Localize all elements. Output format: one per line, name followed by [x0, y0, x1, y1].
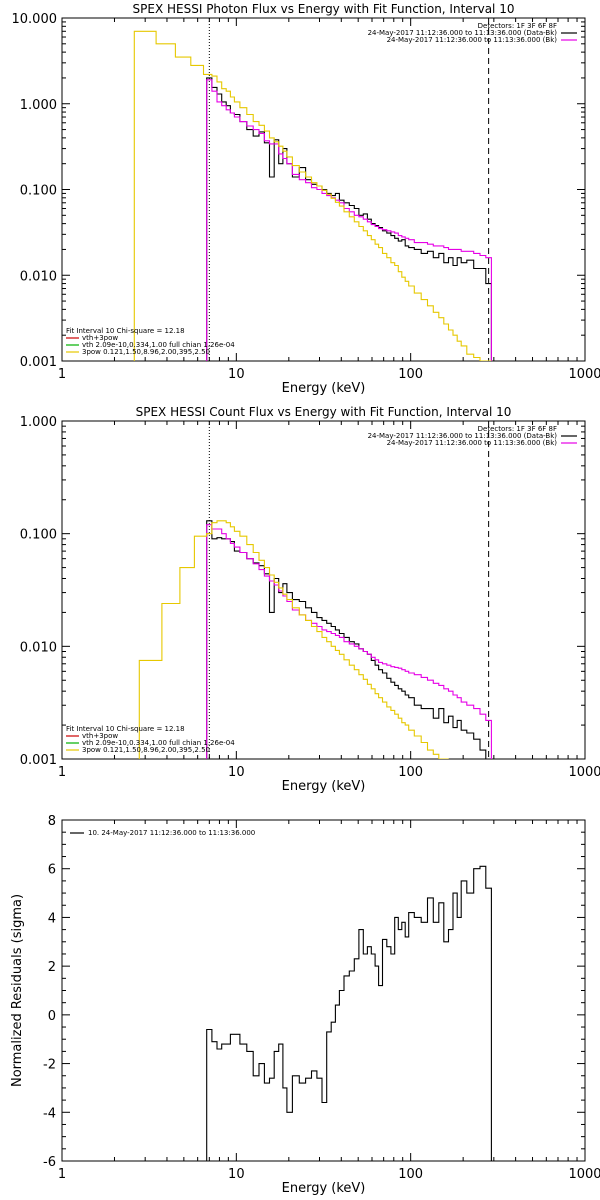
x-tick-label: 10 — [228, 765, 245, 780]
series-line-3 — [133, 30, 492, 361]
legend-top-entry: 24-May-2017 11:12:36.000 to 11:13:36.000… — [368, 29, 558, 37]
x-tick-label: 10 — [228, 1167, 245, 1182]
y-tick-label: 4 — [48, 911, 56, 926]
legend-bottom-entry: Fit Interval 10 Chi-square = 12.18 — [66, 725, 185, 733]
y-tick-label: -2 — [43, 1058, 56, 1073]
legend-entry: 10. 24-May-2017 11:12:36.000 to 11:13:36… — [88, 829, 255, 837]
legend-bottom-entry: vth+3pow — [82, 334, 118, 342]
series-group — [138, 520, 492, 759]
x-axis-label: Energy (keV) — [282, 1181, 366, 1196]
series-line-1 — [206, 520, 492, 759]
chart-panel-1: 1 10 100 1000 0.001 0.010 0.100 1.000 10.000 SPEX… — [12, 2, 600, 396]
legend-bottom-entry: vth 2.09e-10,0.334,1.00 full chian 1.26e… — [82, 739, 235, 747]
series-line-3 — [138, 520, 449, 759]
x-tick-label: 100 — [398, 367, 423, 382]
y-tick-label: 0 — [48, 1009, 56, 1024]
series-line-2 — [206, 79, 492, 361]
y-tick-label: 8 — [48, 814, 56, 829]
x-tick-label: 1 — [58, 367, 66, 382]
x-axis-label: Energy (keV) — [282, 779, 366, 794]
y-tick-label: 0.010 — [20, 269, 57, 284]
x-tick-label: 100 — [398, 1167, 423, 1182]
y-tick-label: 0.100 — [20, 184, 57, 199]
y-axis-label: Normalized Residuals (sigma) — [10, 894, 25, 1087]
y-tick-label: 0.100 — [20, 528, 57, 543]
y-tick-label: 0.001 — [20, 753, 57, 768]
legend-bottom-entry: vth+3pow — [82, 732, 118, 740]
legend-top-entry: Detectors: 1F 3F 6F 8F — [478, 425, 557, 433]
series-line-1 — [206, 865, 492, 1161]
legend-top-entry: 24-May-2017 11:12:36.000 to 11:13:36.000… — [387, 36, 558, 44]
series-group — [206, 865, 492, 1161]
x-tick-label: 1000 — [568, 367, 600, 382]
series-line-1 — [206, 77, 492, 361]
series-group — [133, 30, 492, 361]
legend-bottom-entry: 3pow 0.121,1.50,8.96,2.00,395,2.50 — [82, 746, 210, 754]
legend-bottom-entry: 3pow 0.121,1.50,8.96,2.00,395,2.50 — [82, 348, 210, 356]
y-tick-label: 0.001 — [20, 355, 57, 370]
x-tick-label: 1 — [58, 1167, 66, 1182]
x-tick-label: 1000 — [568, 1167, 600, 1182]
legend-top-entry: 24-May-2017 11:12:36.000 to 11:13:36.000… — [387, 439, 558, 447]
legend-top-entry: Detectors: 1F 3F 6F 8F — [478, 22, 557, 30]
y-tick-label: 1.000 — [20, 98, 57, 113]
x-tick-label: 10 — [228, 367, 245, 382]
y-tick-label: 6 — [48, 863, 56, 878]
legend-bottom-entry: Fit Interval 10 Chi-square = 12.18 — [66, 327, 185, 335]
legend-bottom-entry: vth 2.09e-10,0.334,1.00 full chian 1.26e… — [82, 341, 235, 349]
chart-title: SPEX HESSI Photon Flux vs Energy with Fi… — [133, 2, 515, 16]
y-tick-label: -4 — [43, 1106, 56, 1121]
x-tick-label: 100 — [398, 765, 423, 780]
legend-top-entry: 24-May-2017 11:12:36.000 to 11:13:36.000… — [368, 432, 558, 440]
x-tick-label: 1000 — [568, 765, 600, 780]
y-tick-label: 2 — [48, 960, 56, 975]
chart-panel-3: 1 10 100 1000 -6 -4 -2 0 2 4 6 8 Energy (keV) Normali… — [10, 814, 600, 1196]
x-axis-label: Energy (keV) — [282, 381, 366, 396]
chart-panel-2: 1 10 100 1000 0.001 0.010 0.100 1.000 SPEX HESSI… — [20, 405, 600, 794]
y-tick-label: 0.010 — [20, 640, 57, 655]
chart-title: SPEX HESSI Count Flux vs Energy with Fit… — [136, 405, 512, 419]
x-tick-label: 1 — [58, 765, 66, 780]
plot-frame — [61, 819, 586, 1162]
y-tick-label: 10.000 — [12, 12, 58, 27]
plot-frame — [61, 420, 586, 760]
y-tick-label: -6 — [43, 1155, 56, 1170]
y-tick-label: 1.000 — [20, 415, 57, 430]
series-line-2 — [206, 524, 492, 759]
